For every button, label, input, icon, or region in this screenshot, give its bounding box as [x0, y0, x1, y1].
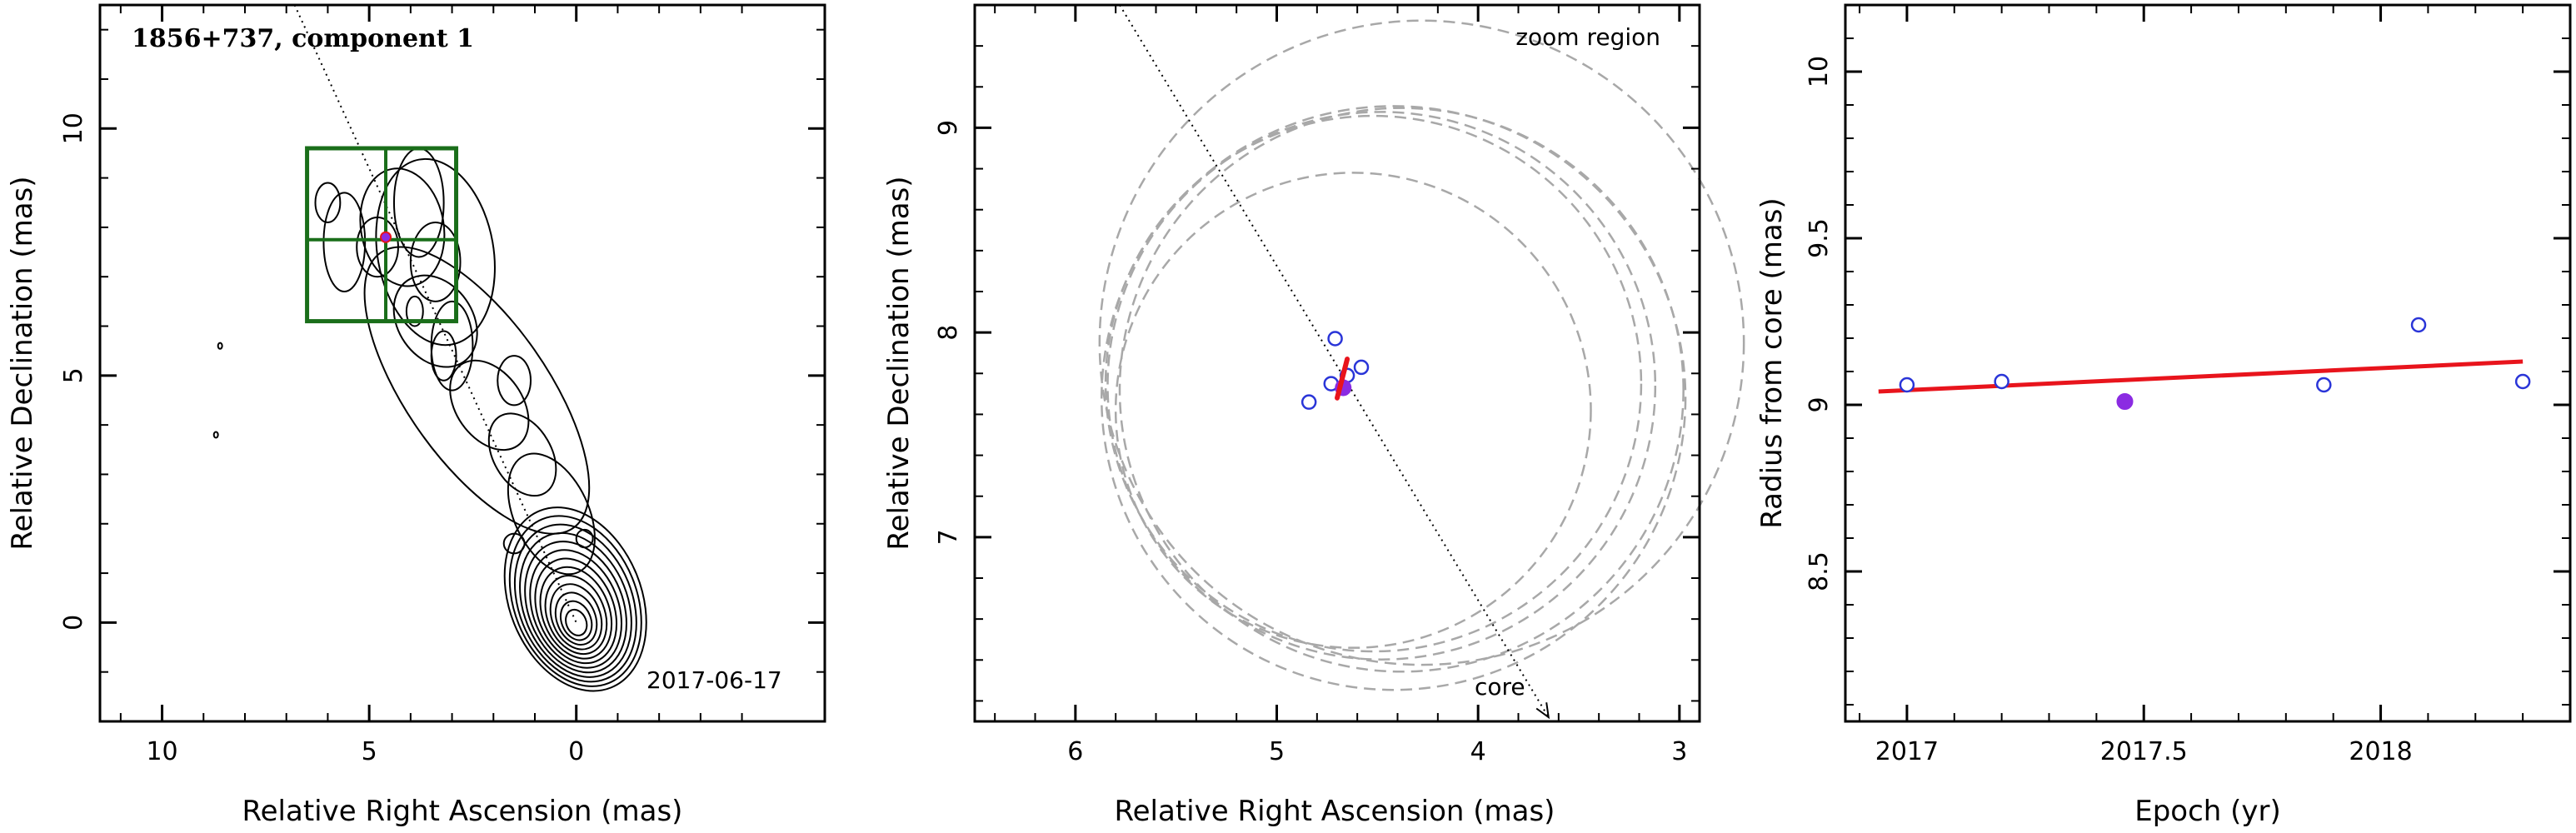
y-tick-label: 10 [59, 112, 88, 144]
error-circle [1118, 107, 1685, 673]
core-contour [513, 523, 637, 683]
reference-epoch-point [2116, 393, 2134, 410]
jet-axis-line [1119, 4, 1550, 718]
component-marker [380, 231, 392, 243]
axis-ticks: 2017 2017.5 2018 8.5 9 9.5 10 [1805, 4, 2571, 766]
x-axis-label: Relative Right Ascension (mas) [1115, 795, 1555, 828]
isolated-contour [502, 532, 526, 555]
isolated-contour [575, 528, 594, 549]
jet-contour [409, 221, 462, 302]
jet-contour [497, 355, 532, 407]
open-epoch-point [1327, 331, 1343, 347]
x-tick-label: 5 [362, 737, 377, 766]
zoom-region-label: zoom region [1515, 23, 1660, 51]
core-contour [503, 506, 647, 692]
radius-marks [1878, 317, 2531, 410]
jet-contour [392, 274, 478, 368]
y-tick-label: 9.5 [1805, 218, 1834, 258]
core-contour [554, 591, 598, 646]
error-circle [1101, 105, 1687, 691]
core-contour [539, 566, 613, 660]
y-tick-label: 8 [934, 325, 963, 341]
x-tick-label: 2018 [2349, 737, 2412, 766]
y-tick-label: 0 [59, 615, 88, 631]
x-tick-label: 10 [146, 737, 177, 766]
plot-frame [973, 3, 1701, 723]
y-axis-label: Relative Declination (mas) [6, 176, 39, 550]
panel-contour-map: 10 5 0 0 5 10 1856+737, component 1 2017-06-1… [6, 3, 826, 828]
core-contour [544, 574, 608, 656]
x-axis-label: Relative Right Ascension (mas) [242, 795, 683, 828]
core-contour [508, 515, 642, 687]
y-tick-label: 9 [934, 120, 963, 136]
jet-contour [405, 295, 424, 327]
open-epoch-point [2316, 377, 2332, 393]
panel-radius-vs-epoch: 2017 2017.5 2018 8.5 9 9.5 10 Epoch (yr) Radiu… [1755, 3, 2572, 828]
core-contour [524, 541, 627, 674]
panel-zoom-region: 6 5 4 3 7 8 9 zoom region core Relative Right … [882, 3, 1745, 828]
isolated-contour [217, 342, 223, 350]
jet-axis-line [293, 4, 577, 623]
y-tick-label: 10 [1805, 56, 1834, 87]
y-tick-label: 5 [59, 367, 88, 383]
open-epoch-point [1353, 359, 1370, 376]
y-tick-label: 9 [1805, 397, 1834, 412]
open-epoch-point [1899, 377, 1915, 393]
error-circle [1104, 114, 1643, 653]
y-axis-label: Radius from core (mas) [1755, 197, 1789, 528]
core-contour [519, 531, 632, 678]
y-tick-label: 8.5 [1805, 551, 1834, 591]
x-tick-label: 6 [1067, 737, 1083, 766]
plot-frame [98, 3, 826, 723]
axis-ticks: 6 5 4 3 7 8 9 [934, 4, 1700, 766]
error-circle [1098, 19, 1745, 666]
jet-contour [430, 330, 457, 382]
core-direction-arrowhead [1535, 702, 1550, 720]
velocity-vector [1335, 357, 1350, 401]
zoom-box [305, 146, 459, 324]
jet-contour [507, 452, 596, 576]
x-tick-label: 2017.5 [2100, 737, 2188, 766]
linear-fit-line [1878, 359, 2524, 394]
x-tick-label: 0 [568, 737, 584, 766]
y-tick-label: 7 [934, 529, 963, 545]
core-contour [559, 600, 593, 641]
core-contour [549, 583, 603, 651]
epoch-date-label: 2017-06-17 [646, 666, 782, 694]
x-axis-label: Epoch (yr) [2134, 795, 2281, 828]
jet-contour [449, 359, 530, 451]
core-contour [534, 557, 618, 665]
open-epoch-point [2514, 373, 2531, 390]
x-tick-label: 5 [1269, 737, 1285, 766]
isolated-contour [212, 431, 219, 439]
plot-frame [1844, 3, 2572, 723]
open-epoch-point [1994, 373, 2009, 390]
open-epoch-point [2410, 317, 2427, 333]
zoom-marks [1098, 4, 1745, 720]
error-circle [1106, 111, 1657, 661]
x-tick-label: 4 [1470, 737, 1486, 766]
x-tick-label: 2017 [1875, 737, 1939, 766]
open-epoch-point [1300, 394, 1317, 410]
jet-contour [487, 412, 557, 497]
jet-contour [363, 246, 591, 535]
error-circle [1114, 172, 1592, 649]
jet-contour [322, 192, 367, 293]
jet-contour [314, 182, 342, 223]
core-label: core [1475, 673, 1525, 701]
jet-contour [430, 300, 474, 392]
jet-contour [375, 157, 496, 347]
y-axis-label: Relative Declination (mas) [882, 176, 916, 550]
contour-marks [212, 4, 647, 692]
chart-title: 1856+737, component 1 [132, 24, 474, 53]
x-tick-label: 3 [1671, 737, 1687, 766]
core-contour [529, 549, 622, 669]
axis-ticks: 10 5 0 0 5 10 [59, 5, 825, 766]
